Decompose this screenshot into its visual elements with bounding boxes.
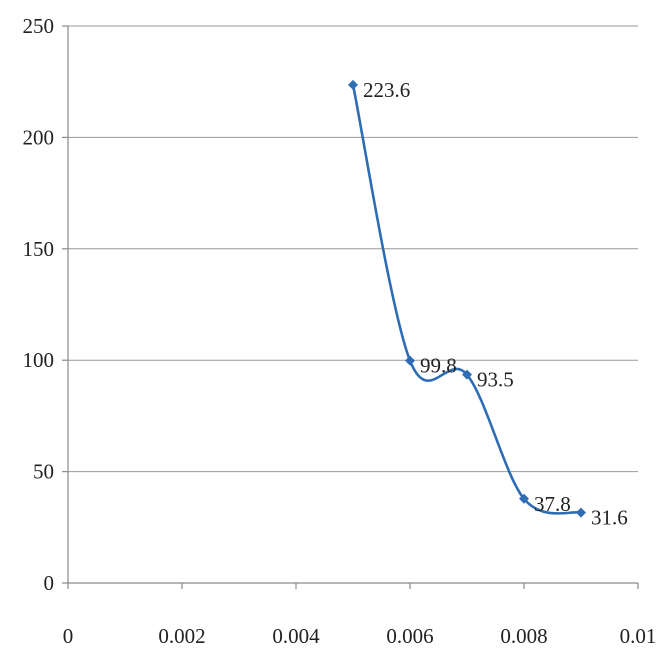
x-tick-label: 0 — [63, 624, 74, 648]
data-labels: 223.6 99.8 93.5 37.8 31.6 — [363, 78, 628, 530]
y-tick-label: 200 — [23, 125, 55, 149]
series-path — [351, 84, 582, 515]
data-point-marker — [462, 369, 472, 380]
data-point-marker — [348, 79, 358, 90]
data-point-marker — [405, 355, 415, 366]
gridlines — [68, 25, 638, 473]
data-label: 37.8 — [534, 492, 571, 516]
y-axis-ticks: 0 50 100 150 200 250 — [23, 14, 68, 595]
x-tick-label: 0.004 — [272, 624, 320, 648]
data-label: 223.6 — [363, 78, 410, 102]
y-tick-label: 50 — [33, 460, 54, 484]
x-tick-label: 0.002 — [158, 624, 205, 648]
x-tick-label: 0.008 — [500, 624, 547, 648]
y-tick-label: 150 — [23, 237, 55, 261]
data-point-marker — [576, 507, 586, 518]
data-label: 93.5 — [477, 368, 514, 392]
data-label: 31.6 — [591, 506, 628, 530]
axes — [67, 26, 638, 584]
x-tick-label: 0.01 — [620, 624, 657, 648]
series-line — [351, 84, 582, 515]
data-points — [348, 79, 586, 518]
data-label: 99.8 — [420, 354, 457, 378]
x-axis-ticks: 0 0.002 0.004 0.006 0.008 0.01 — [63, 583, 657, 648]
y-tick-label: 0 — [44, 571, 55, 595]
y-tick-label: 250 — [23, 14, 55, 38]
data-point-marker — [519, 493, 529, 504]
x-tick-label: 0.006 — [386, 624, 433, 648]
y-tick-label: 100 — [23, 348, 55, 372]
